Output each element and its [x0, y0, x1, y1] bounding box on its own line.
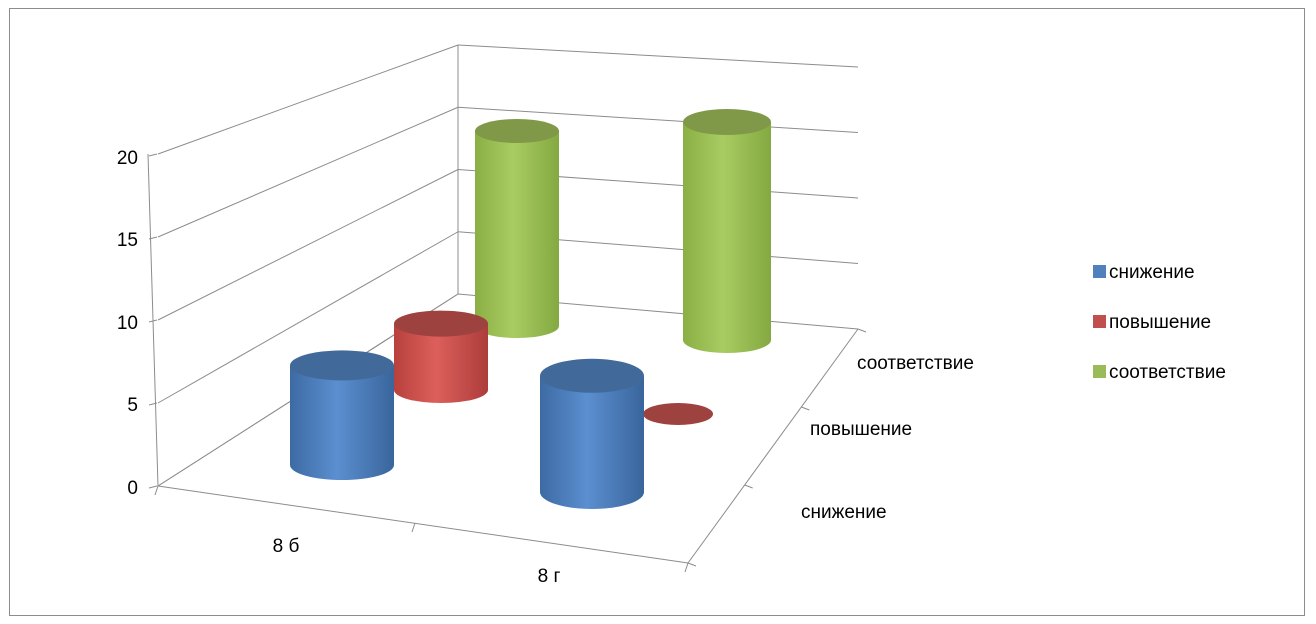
y-tick-label: 10 — [117, 313, 138, 334]
bar-cylinder — [540, 358, 644, 509]
gridline — [457, 44, 859, 68]
depth-tick-mark — [687, 562, 697, 567]
bar-body — [290, 365, 394, 480]
x-tick-mark — [411, 522, 416, 533]
depth-axis-label: соответствие — [857, 353, 974, 374]
legend-label: повышение — [1109, 312, 1211, 333]
bar-cylinder — [475, 119, 559, 338]
bar-top — [475, 119, 559, 143]
y-tick-mark — [148, 485, 158, 489]
y-axis-ticks: 0 5 10 15 20 — [117, 148, 138, 499]
legend-item: снижение — [1093, 262, 1195, 283]
gridline — [157, 169, 459, 321]
x-category-label: 8 б — [273, 536, 300, 557]
bar-body — [475, 131, 559, 338]
depth-axis-line — [687, 328, 859, 564]
legend-swatch — [1093, 365, 1106, 378]
depth-axis-label: снижение — [801, 502, 887, 523]
x-tick-mark — [154, 485, 159, 496]
chart-area — [9, 8, 1305, 616]
depth-axis-labels: снижение повышение соответствие — [801, 353, 974, 523]
depth-tick-mark — [857, 328, 867, 333]
legend-swatch — [1093, 265, 1106, 278]
bar-top — [540, 358, 644, 393]
bar-body — [394, 323, 488, 403]
legend-item: повышение — [1093, 312, 1211, 333]
x-category-label: 8 г — [538, 566, 561, 587]
legend: снижение повышение соответствие — [1093, 262, 1226, 383]
bar-cylinder — [290, 350, 394, 480]
legend-item: соответствие — [1093, 362, 1226, 383]
y-tick-label: 5 — [127, 395, 138, 416]
depth-axis-label: повышение — [810, 419, 912, 440]
bar-top — [394, 310, 488, 337]
x-tick-mark — [684, 562, 689, 573]
y-tick-label: 20 — [117, 148, 138, 169]
gridline — [157, 106, 459, 238]
depth-tick-mark — [801, 406, 810, 411]
bar-cylinder — [683, 109, 771, 353]
y-axis-line — [147, 153, 159, 487]
bar-body — [540, 375, 644, 509]
legend-label: снижение — [1109, 262, 1195, 283]
bar-top — [643, 403, 713, 425]
legend-swatch — [1093, 315, 1106, 328]
y-tick-label: 15 — [117, 230, 138, 251]
gridline — [157, 231, 459, 404]
gridline — [457, 106, 859, 133]
depth-tick-mark — [744, 484, 753, 489]
x-axis-line — [157, 485, 689, 564]
legend-label: соответствие — [1109, 362, 1226, 383]
bar-body — [683, 122, 771, 353]
bars — [290, 109, 771, 509]
gridline — [157, 44, 459, 155]
bar-cylinder — [394, 310, 488, 403]
bar-top — [290, 350, 394, 381]
y-tick-label: 0 — [127, 478, 138, 499]
bar-cylinder — [643, 403, 713, 425]
y-tick-mark — [148, 153, 158, 157]
x-axis-categories: 8 б 8 г — [273, 536, 561, 587]
bar-top — [683, 109, 771, 135]
